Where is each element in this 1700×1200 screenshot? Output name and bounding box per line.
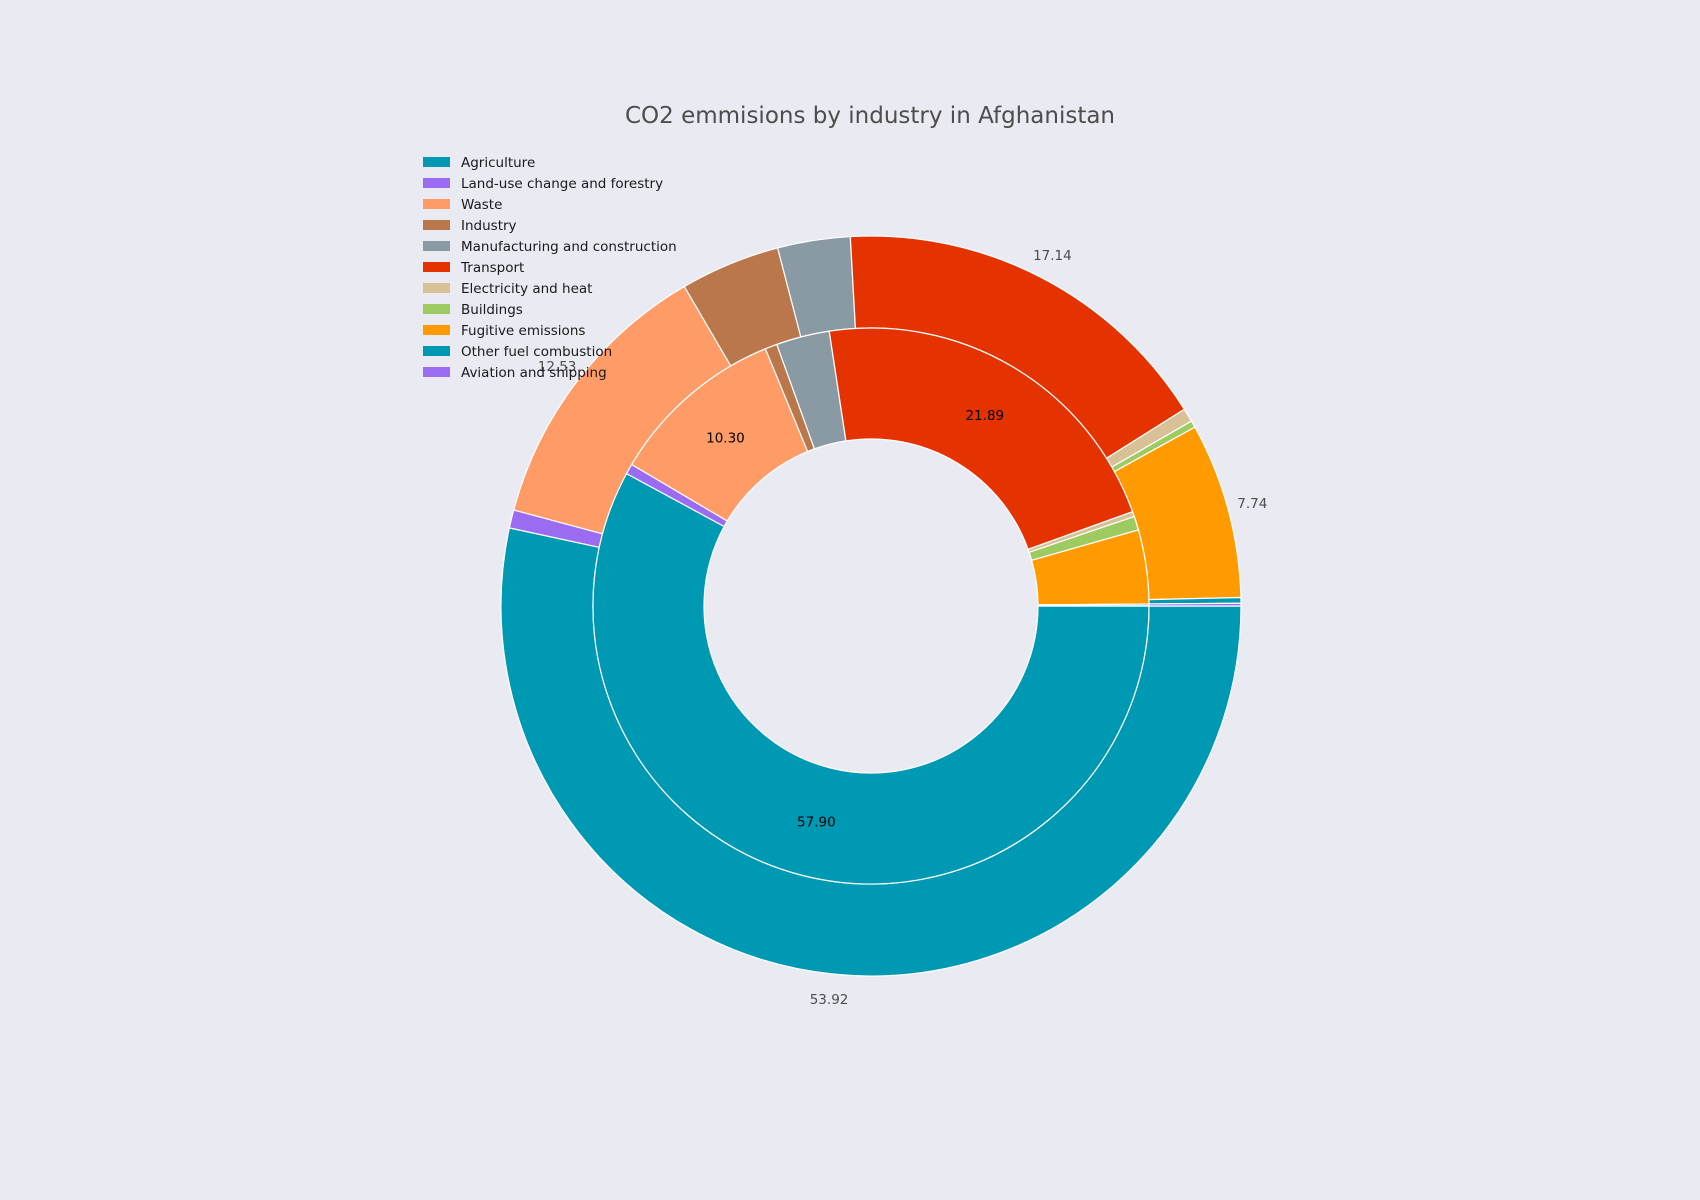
- inner-ring: [592, 327, 1150, 885]
- legend-swatch-agriculture: [423, 157, 450, 167]
- inner-label-waste: 10.30: [706, 431, 745, 447]
- outer-slice-aviation-and-shipping: [1148, 602, 1242, 607]
- legend-swatch-land-use-change-and-forestry: [423, 178, 450, 188]
- legend-label-manufacturing-and-construction: Manufacturing and construction: [461, 239, 677, 255]
- legend-swatch-other-fuel-combustion: [423, 346, 450, 356]
- legend-swatch-buildings: [423, 304, 450, 314]
- legend-label-agriculture: Agriculture: [461, 155, 535, 171]
- legend-swatch-manufacturing-and-construction: [423, 241, 450, 251]
- legend-swatch-electricity-and-heat: [423, 283, 450, 293]
- legend-swatch-industry: [423, 220, 450, 230]
- legend-swatch-aviation-and-shipping: [423, 367, 450, 377]
- inner-label-agriculture: 57.90: [797, 815, 836, 831]
- legend-label-other-fuel-combustion: Other fuel combustion: [461, 344, 612, 360]
- legend-swatch-transport: [423, 262, 450, 272]
- legend-label-industry: Industry: [461, 218, 517, 234]
- chart-title: CO2 emmisions by industry in Afghanistan: [625, 103, 1115, 129]
- legend-label-fugitive-emissions: Fugitive emissions: [461, 323, 585, 339]
- legend-label-waste: Waste: [461, 197, 502, 213]
- legend-label-buildings: Buildings: [461, 302, 523, 318]
- inner-slice-transport: [828, 327, 1134, 550]
- legend-label-electricity-and-heat: Electricity and heat: [461, 281, 592, 297]
- legend-swatch-fugitive-emissions: [423, 325, 450, 335]
- outer-label-agriculture: 53.92: [810, 992, 849, 1008]
- legend-label-aviation-and-shipping: Aviation and shipping: [461, 365, 607, 381]
- outer-label-transport: 17.14: [1033, 248, 1072, 264]
- legend-label-land-use-change-and-forestry: Land-use change and forestry: [461, 176, 663, 192]
- legend: Agriculture Land-use change and forestry W…: [423, 155, 677, 381]
- legend-swatch-waste: [423, 199, 450, 209]
- legend-label-transport: Transport: [460, 260, 524, 276]
- inner-label-transport: 21.89: [965, 408, 1004, 424]
- inner-slice-agriculture: [592, 473, 1150, 885]
- slice-labels: 57.90 10.30 21.89 53.92 12.53 17.14 7.74: [538, 248, 1268, 1008]
- outer-label-waste: 12.53: [538, 359, 577, 375]
- outer-label-fugitive-emissions: 7.74: [1237, 496, 1267, 512]
